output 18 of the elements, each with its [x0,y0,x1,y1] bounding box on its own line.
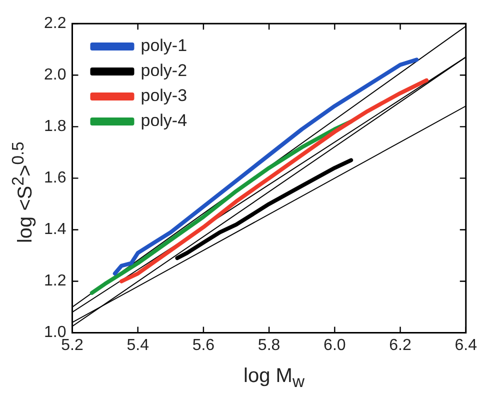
x-tick-label: 6.0 [324,336,346,354]
x-tick-label: 5.2 [61,336,84,354]
legend-label: poly-3 [140,86,188,106]
legend-label: poly-1 [140,36,188,56]
x-tick-label: 5.4 [126,336,150,354]
y-tick-label: 2.0 [44,66,66,84]
x-axis-title: log M$_{w}$ [242,365,306,392]
y-tick-label: 1.8 [44,118,66,136]
y-tick-label: 1.4 [44,221,66,238]
legend-label: poly-4 [140,111,188,130]
y-tick-label: 1.2 [44,272,66,290]
x-tick-label: 6.4 [454,336,478,354]
y-tick-label: 2.2 [44,15,66,32]
y-tick-label: 1.6 [44,170,66,187]
x-tick-label: 6.2 [389,336,412,354]
legend-label: poly-2 [140,61,188,80]
x-tick-label: 5.6 [192,336,215,354]
x-tick-label: 5.8 [258,336,280,354]
